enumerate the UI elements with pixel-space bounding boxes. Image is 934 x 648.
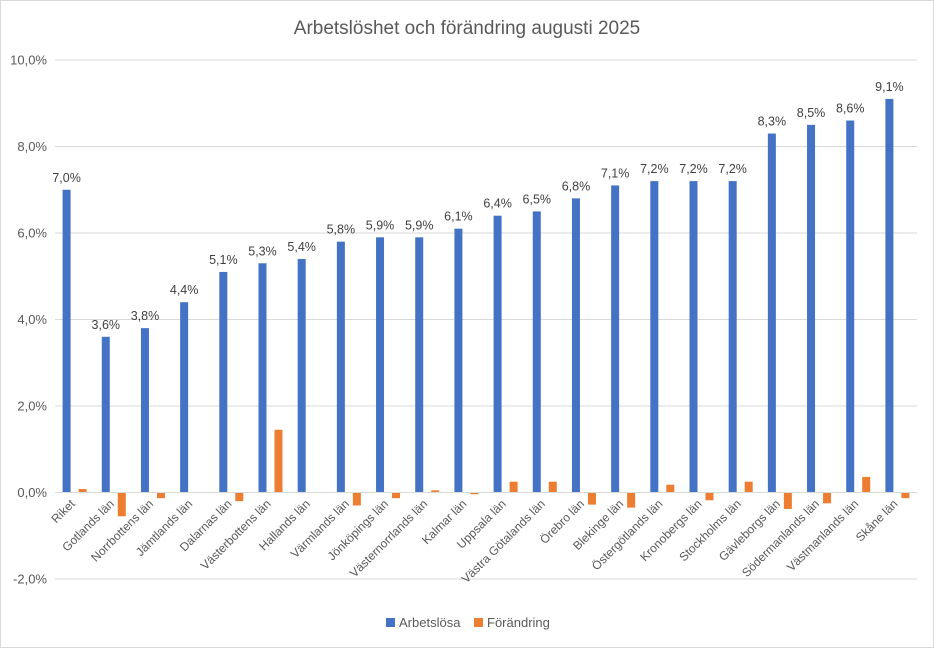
bar-forandring — [156, 492, 165, 499]
bar-arbetslosa — [493, 215, 502, 493]
x-tick-label: Skåne län — [853, 497, 901, 545]
bar-arbetslosa — [336, 241, 345, 493]
bar-arbetslosa — [571, 198, 580, 493]
y-tick-label: 8,0% — [17, 139, 47, 154]
bar-arbetslosa — [767, 133, 776, 493]
data-label-arbetslosa: 5,4% — [287, 240, 316, 254]
x-tick-label: Västerbottens län — [198, 497, 274, 573]
legend-swatch-forandring — [474, 618, 483, 627]
bar-forandring — [862, 476, 871, 493]
x-tick-label: Riket — [48, 496, 78, 526]
bars — [62, 98, 910, 517]
bar-forandring — [627, 492, 636, 508]
data-label-arbetslosa: 7,2% — [718, 162, 747, 176]
bar-arbetslosa — [689, 181, 698, 493]
data-label-arbetslosa: 5,1% — [209, 253, 238, 267]
y-tick-label: 6,0% — [17, 226, 47, 241]
bar-forandring — [587, 492, 596, 505]
bar-arbetslosa — [650, 181, 659, 493]
x-tick-label: Västernorrlands län — [347, 497, 430, 580]
legend-label-arbetslosa: Arbetslösa — [399, 615, 461, 630]
data-label-arbetslosa: 5,9% — [366, 218, 395, 232]
bar-arbetslosa — [454, 228, 463, 493]
data-label-arbetslosa: 9,1% — [875, 80, 904, 94]
bar-arbetslosa — [62, 189, 71, 493]
bar-arbetslosa — [101, 336, 110, 493]
bar-arbetslosa — [258, 263, 267, 493]
bar-arbetslosa — [297, 258, 306, 493]
bar-forandring — [666, 484, 675, 493]
data-label-arbetslosa: 5,8% — [327, 223, 356, 237]
bar-arbetslosa — [532, 211, 541, 493]
bar-forandring — [548, 481, 557, 493]
data-label-arbetslosa: 7,2% — [679, 162, 708, 176]
bar-forandring — [235, 492, 244, 502]
bar-arbetslosa — [807, 124, 816, 493]
data-label-arbetslosa: 5,9% — [405, 218, 434, 232]
data-label-arbetslosa: 6,8% — [562, 179, 591, 193]
bar-forandring — [352, 492, 361, 506]
chart-title: Arbetslöshet och förändring augusti 2025 — [294, 18, 640, 39]
data-label-arbetslosa: 4,4% — [170, 283, 199, 297]
data-label-arbetslosa: 7,1% — [601, 166, 630, 180]
y-tick-label: 2,0% — [17, 399, 47, 414]
bar-forandring — [783, 492, 792, 509]
bar-forandring — [274, 429, 283, 493]
data-label-arbetslosa: 6,1% — [444, 210, 473, 224]
x-tick-label: Västmanlands län — [784, 497, 861, 574]
bar-forandring — [823, 492, 832, 504]
bar-arbetslosa — [885, 98, 894, 493]
y-tick-label: 10,0% — [10, 53, 47, 68]
bar-arbetslosa — [846, 120, 855, 493]
bar-arbetslosa — [415, 237, 424, 493]
data-label-arbetslosa: 5,3% — [248, 244, 277, 258]
bar-forandring — [78, 489, 87, 493]
legend-swatch-arbetslosa — [386, 618, 395, 627]
data-label-arbetslosa: 7,2% — [640, 162, 669, 176]
legend: Arbetslösa Förändring — [386, 615, 550, 630]
data-label-arbetslosa: 3,8% — [131, 309, 160, 323]
bar-arbetslosa — [611, 185, 620, 493]
data-label-arbetslosa: 7,0% — [52, 171, 81, 185]
bar-arbetslosa — [219, 271, 228, 493]
bar-forandring — [705, 492, 714, 501]
bar-arbetslosa — [140, 328, 149, 493]
data-label-arbetslosa: 8,6% — [836, 102, 865, 116]
data-label-arbetslosa: 6,5% — [523, 192, 552, 206]
y-axis: -2,0% 0,0% 2,0% 4,0% 6,0% 8,0% 10,0% — [10, 53, 47, 587]
data-label-arbetslosa: 6,4% — [483, 197, 512, 211]
data-label-arbetslosa: 8,3% — [758, 115, 787, 129]
x-tick-label: Östergötlands län — [589, 497, 665, 573]
legend-label-forandring: Förändring — [487, 615, 550, 630]
y-tick-label: 0,0% — [17, 485, 47, 500]
data-labels: 7,0% 3,6% 3,8% 4,4% 5,1% 5,3% 5,4% 5,8% 5,9% 5,9%… — [52, 80, 903, 332]
y-tick-label: 4,0% — [17, 312, 47, 327]
bar-arbetslosa — [728, 181, 737, 493]
bar-forandring — [509, 481, 518, 493]
bar-forandring — [470, 492, 479, 495]
bar-arbetslosa — [376, 237, 385, 493]
bar-forandring — [392, 492, 401, 499]
y-tick-label: -2,0% — [13, 572, 47, 587]
data-label-arbetslosa: 8,5% — [797, 106, 826, 120]
data-label-arbetslosa: 3,6% — [92, 318, 121, 332]
bar-forandring — [744, 481, 753, 493]
bar-arbetslosa — [180, 302, 189, 493]
bar-forandring — [431, 490, 440, 493]
bar-forandring — [901, 492, 910, 499]
bar-forandring — [117, 492, 126, 517]
